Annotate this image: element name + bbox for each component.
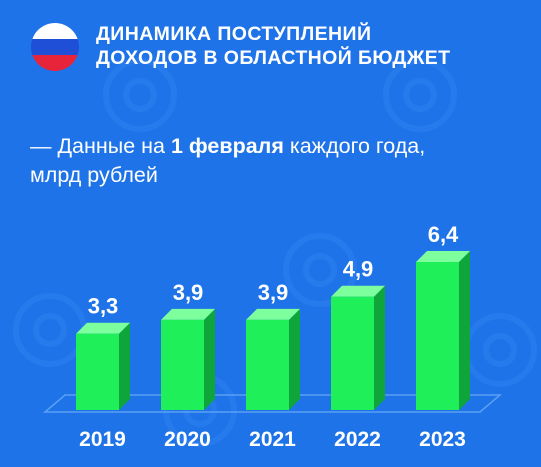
bar-side (204, 308, 215, 410)
value-label: 3,3 (88, 294, 119, 319)
bar-2021 (246, 319, 289, 410)
year-label: 2023 (419, 428, 466, 451)
chart-floor (42, 394, 503, 413)
year-label: 2020 (164, 428, 211, 451)
bar-side (119, 322, 130, 410)
page-title: ДИНАМИКА ПОСТУПЛЕНИЙ ДОХОДОВ В ОБЛАСТНОЙ… (96, 22, 526, 70)
value-label: 3,9 (173, 280, 204, 305)
value-label: 4,9 (343, 257, 374, 282)
bar-2022 (331, 296, 374, 410)
bar-top (76, 322, 130, 334)
subtitle-units: млрд рублей (30, 163, 158, 187)
value-label: 6,4 (428, 222, 459, 247)
subtitle-prefix: — Данные на (30, 134, 171, 158)
bar-side (374, 285, 385, 410)
year-label: 2019 (79, 428, 126, 451)
bar-side (459, 251, 470, 410)
bar-top (161, 308, 215, 320)
chart-subtitle: — Данные на 1 февраля каждого года, млрд… (30, 132, 530, 190)
year-label: 2021 (249, 428, 296, 451)
russian-flag-icon (31, 23, 79, 71)
value-label: 3,9 (258, 280, 289, 305)
bar-top (331, 285, 385, 297)
subtitle-suffix: каждого года, (283, 134, 426, 158)
year-label: 2022 (334, 428, 381, 451)
title-line-2: ДОХОДОВ В ОБЛАСТНОЙ БЮДЖЕТ (96, 47, 451, 69)
bar-side (289, 308, 300, 410)
bar-2019 (76, 333, 119, 410)
title-line-1: ДИНАМИКА ПОСТУПЛЕНИЙ (96, 23, 372, 45)
bar-2023 (416, 262, 459, 410)
bar-top (246, 308, 300, 320)
subtitle-date: 1 февраля (170, 134, 284, 158)
bar-top (416, 251, 470, 262)
bar-2020 (161, 319, 204, 410)
